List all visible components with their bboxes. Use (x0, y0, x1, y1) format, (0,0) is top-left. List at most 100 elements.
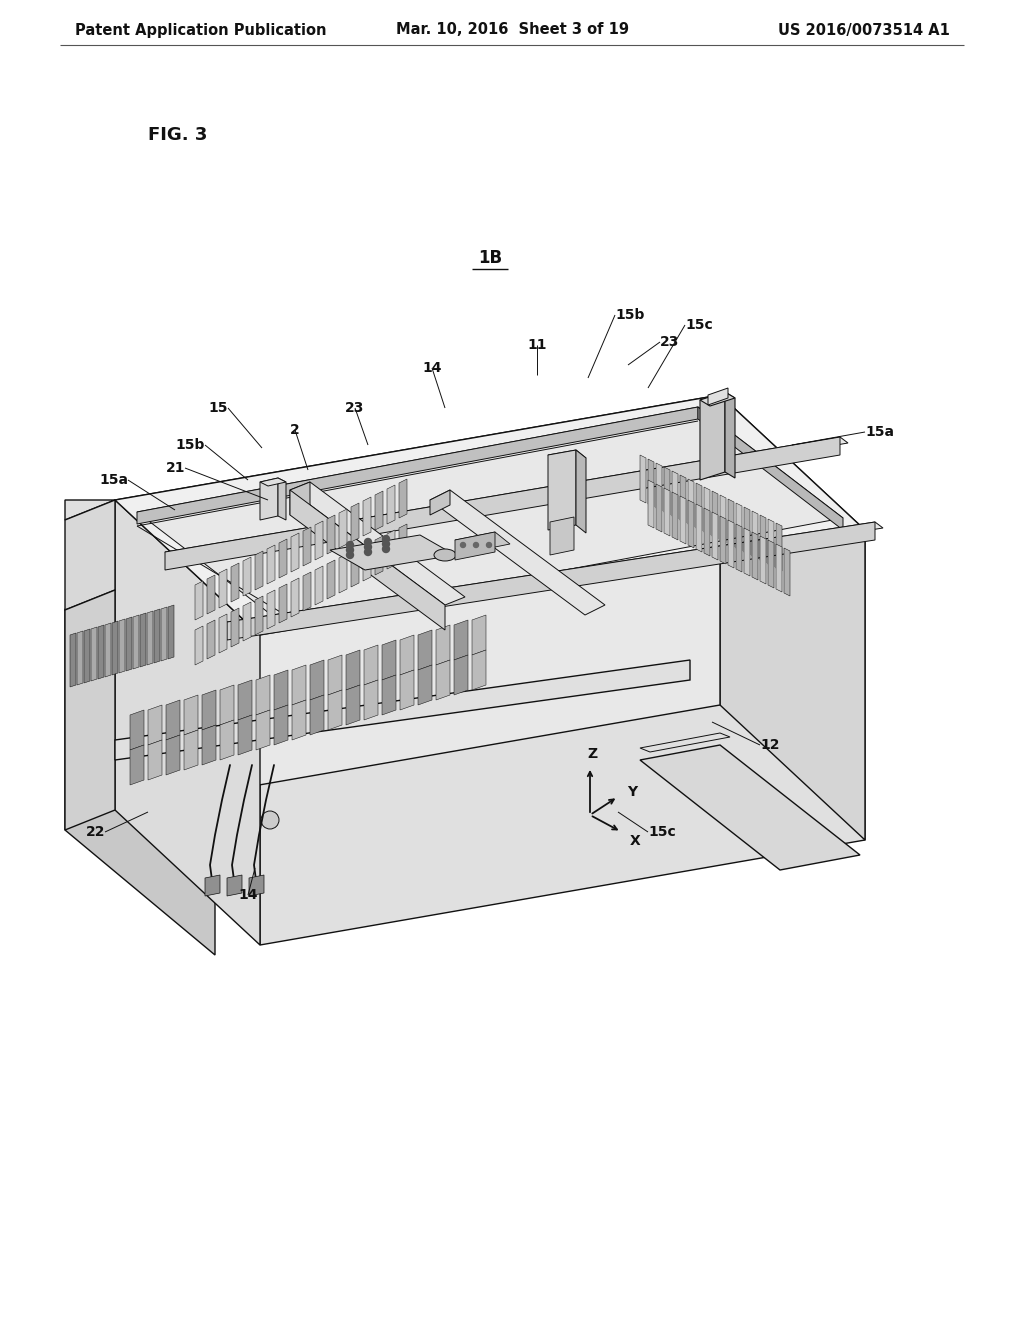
Polygon shape (328, 655, 342, 696)
Polygon shape (725, 392, 735, 478)
Polygon shape (705, 508, 710, 556)
Text: X: X (630, 834, 641, 847)
Polygon shape (65, 500, 115, 610)
Polygon shape (418, 665, 432, 705)
Circle shape (383, 545, 389, 553)
Text: 15c: 15c (648, 825, 676, 840)
Polygon shape (292, 700, 306, 741)
Polygon shape (728, 499, 734, 546)
Polygon shape (207, 620, 215, 659)
Polygon shape (205, 875, 220, 896)
Polygon shape (140, 612, 146, 667)
Polygon shape (760, 536, 766, 583)
Polygon shape (65, 590, 115, 830)
Polygon shape (274, 705, 288, 744)
Polygon shape (708, 388, 728, 405)
Polygon shape (430, 490, 605, 615)
Polygon shape (166, 735, 180, 775)
Polygon shape (168, 605, 174, 659)
Polygon shape (688, 500, 694, 548)
Polygon shape (292, 665, 306, 705)
Polygon shape (249, 875, 264, 896)
Polygon shape (91, 627, 97, 681)
Polygon shape (375, 536, 383, 576)
Polygon shape (279, 539, 287, 578)
Polygon shape (720, 516, 726, 564)
Polygon shape (202, 690, 216, 730)
Polygon shape (147, 611, 153, 665)
Polygon shape (227, 521, 874, 640)
Polygon shape (696, 504, 702, 552)
Polygon shape (98, 624, 104, 678)
Circle shape (261, 810, 279, 829)
Polygon shape (648, 480, 654, 528)
Polygon shape (303, 527, 311, 566)
Circle shape (346, 541, 353, 549)
Polygon shape (387, 531, 395, 569)
Polygon shape (328, 690, 342, 730)
Text: 23: 23 (345, 401, 365, 414)
Polygon shape (84, 630, 90, 682)
Polygon shape (267, 545, 275, 583)
Polygon shape (256, 710, 270, 750)
Polygon shape (65, 610, 215, 954)
Polygon shape (130, 744, 144, 785)
Polygon shape (698, 407, 843, 531)
Polygon shape (760, 515, 766, 564)
Polygon shape (130, 710, 144, 750)
Polygon shape (700, 392, 735, 407)
Polygon shape (310, 696, 324, 735)
Polygon shape (274, 671, 288, 710)
Polygon shape (705, 487, 710, 535)
Polygon shape (700, 392, 725, 480)
Polygon shape (418, 630, 432, 671)
Polygon shape (656, 484, 662, 532)
Polygon shape (351, 503, 359, 543)
Polygon shape (260, 478, 278, 520)
Polygon shape (327, 560, 335, 599)
Polygon shape (279, 583, 287, 623)
Text: Y: Y (627, 785, 637, 799)
Text: 22: 22 (85, 825, 105, 840)
Polygon shape (640, 744, 860, 870)
Polygon shape (744, 528, 750, 576)
Polygon shape (165, 437, 848, 558)
Text: Mar. 10, 2016  Sheet 3 of 19: Mar. 10, 2016 Sheet 3 of 19 (395, 22, 629, 37)
Polygon shape (575, 450, 586, 533)
Polygon shape (133, 615, 139, 669)
Polygon shape (346, 649, 360, 690)
Polygon shape (65, 500, 115, 520)
Polygon shape (243, 602, 251, 642)
Circle shape (486, 543, 492, 548)
Ellipse shape (434, 549, 456, 561)
Text: Patent Application Publication: Patent Application Publication (75, 22, 327, 37)
Text: 15b: 15b (176, 438, 205, 451)
Polygon shape (291, 533, 299, 572)
Polygon shape (115, 660, 690, 760)
Text: 14: 14 (422, 360, 441, 375)
Polygon shape (148, 741, 162, 780)
Polygon shape (165, 437, 840, 570)
Polygon shape (315, 566, 323, 605)
Polygon shape (238, 680, 252, 719)
Polygon shape (680, 496, 686, 544)
Polygon shape (399, 524, 407, 564)
Polygon shape (339, 510, 347, 548)
Text: 15c: 15c (685, 318, 713, 333)
Polygon shape (399, 479, 407, 517)
Polygon shape (227, 875, 242, 896)
Polygon shape (680, 475, 686, 523)
Text: 2: 2 (290, 422, 300, 437)
Polygon shape (207, 576, 215, 614)
Polygon shape (768, 540, 774, 587)
Polygon shape (640, 455, 646, 503)
Polygon shape (231, 609, 239, 647)
Polygon shape (455, 532, 510, 552)
Polygon shape (454, 655, 468, 696)
Polygon shape (330, 535, 455, 570)
Polygon shape (105, 623, 111, 677)
Text: 15: 15 (209, 401, 228, 414)
Polygon shape (267, 590, 275, 630)
Circle shape (473, 543, 478, 548)
Polygon shape (255, 550, 263, 590)
